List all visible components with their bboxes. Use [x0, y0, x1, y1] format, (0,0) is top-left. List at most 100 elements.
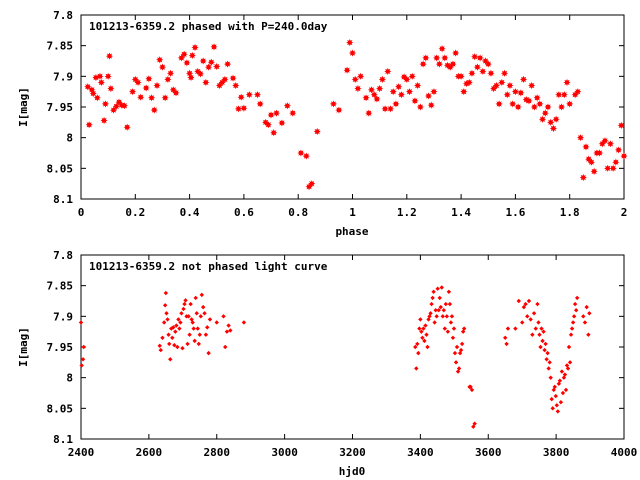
unphased-xtick-label: 2600	[136, 446, 163, 459]
data-point	[538, 115, 547, 123]
data-point	[428, 311, 433, 316]
data-point	[182, 301, 187, 307]
data-point	[606, 140, 615, 148]
phased-ytick-label: 7.85	[47, 40, 74, 53]
data-point	[451, 326, 457, 331]
data-point	[573, 308, 579, 313]
data-point	[503, 335, 508, 340]
phased-ytick-label: 8.1	[53, 193, 73, 206]
data-point	[256, 100, 264, 108]
data-point	[544, 357, 549, 362]
data-point	[178, 320, 183, 325]
data-point	[188, 301, 193, 307]
data-point	[200, 304, 206, 310]
data-point	[79, 363, 84, 368]
unphased-ytick-label: 7.9	[53, 310, 73, 323]
data-point	[540, 338, 545, 344]
data-point	[459, 341, 465, 347]
data-point	[552, 384, 557, 390]
data-point	[604, 164, 612, 172]
data-point	[85, 121, 93, 129]
data-point	[429, 301, 434, 307]
data-point	[439, 285, 444, 290]
data-point	[164, 75, 172, 83]
data-point	[191, 43, 199, 52]
data-point	[576, 134, 585, 142]
data-point	[343, 66, 351, 74]
data-point	[188, 51, 196, 60]
data-point	[162, 303, 168, 308]
data-point	[224, 60, 232, 68]
data-point	[449, 314, 455, 319]
data-point	[202, 78, 210, 87]
data-point	[170, 335, 175, 340]
data-point	[137, 93, 145, 101]
data-point	[226, 323, 231, 328]
data-point	[156, 56, 164, 64]
data-point	[448, 320, 454, 325]
data-point	[609, 164, 617, 172]
data-point	[503, 91, 511, 99]
data-point	[191, 326, 196, 331]
data-point	[228, 328, 233, 333]
data-point	[568, 332, 574, 337]
phased-xtick-label: 1.8	[560, 206, 580, 219]
data-point	[552, 115, 560, 123]
data-point	[553, 393, 558, 399]
data-point	[186, 314, 191, 319]
data-point	[418, 317, 423, 322]
data-point	[560, 390, 566, 396]
data-point	[179, 311, 184, 316]
data-point	[203, 332, 209, 337]
data-point	[433, 308, 438, 313]
data-point	[97, 78, 105, 87]
data-point	[617, 121, 625, 129]
data-point	[335, 106, 343, 114]
data-point	[107, 85, 115, 93]
data-point	[549, 396, 554, 402]
data-point	[454, 344, 460, 350]
data-point	[172, 89, 180, 97]
unphased-xtick-label: 2800	[204, 446, 231, 459]
phased-ytick-label: 8.05	[47, 162, 74, 175]
phased-plot-title: 101213-6359.2 phased with P=240.0day	[89, 20, 328, 33]
data-point	[289, 109, 297, 117]
data-point	[185, 341, 190, 347]
data-point	[229, 74, 237, 82]
data-point	[506, 81, 514, 90]
data-point	[171, 325, 176, 330]
data-point	[183, 59, 191, 67]
data-point	[80, 357, 86, 362]
data-point	[180, 346, 185, 351]
data-point	[461, 326, 467, 331]
data-point	[329, 100, 338, 108]
data-point	[92, 73, 100, 82]
data-point	[586, 332, 591, 337]
data-point	[403, 75, 411, 83]
data-point	[150, 106, 158, 114]
data-point	[519, 320, 525, 325]
data-point	[147, 94, 156, 102]
data-point	[221, 314, 226, 319]
data-point	[430, 295, 435, 301]
data-point	[408, 72, 416, 80]
data-point	[590, 167, 598, 175]
phased-xtick-label: 0.6	[234, 206, 254, 219]
data-point	[436, 308, 441, 313]
data-point	[509, 100, 517, 108]
data-point	[253, 91, 262, 99]
data-point	[416, 350, 421, 356]
data-point	[172, 342, 177, 348]
data-point	[297, 149, 305, 157]
data-point	[492, 81, 500, 90]
data-point	[354, 85, 362, 93]
data-point	[549, 124, 558, 133]
data-point	[416, 103, 424, 111]
data-point	[519, 75, 528, 83]
unphased-xtick-label: 3600	[475, 446, 502, 459]
unphased-ytick-label: 7.8	[53, 249, 73, 262]
data-point	[128, 88, 137, 96]
data-point	[283, 102, 291, 110]
data-point	[240, 104, 248, 112]
data-point	[362, 94, 370, 102]
